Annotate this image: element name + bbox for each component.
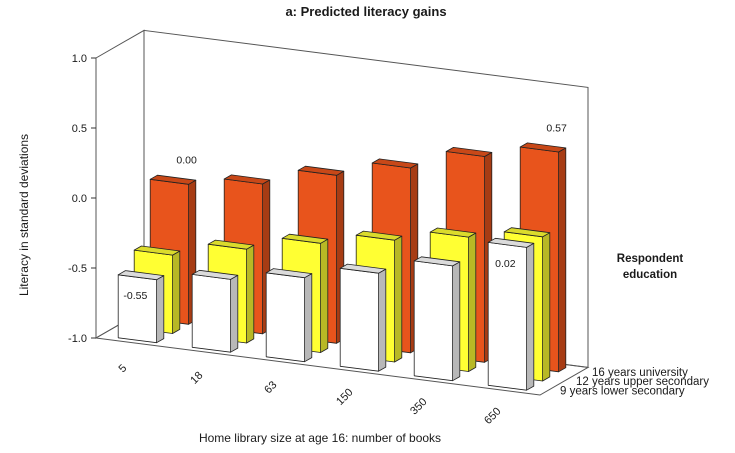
bar-side: [394, 235, 403, 363]
bar-side: [246, 244, 255, 344]
bar-side: [542, 232, 551, 382]
x-tick-label: 150: [334, 386, 355, 407]
bar: [487, 237, 535, 391]
data-label: 0.57: [546, 122, 567, 134]
bar-side: [526, 242, 535, 391]
chart-title: a: Predicted literacy gains: [285, 4, 446, 19]
data-label: 0.00: [176, 155, 197, 167]
bars-layer: 0.00 0.57 -0.55 0.02: [117, 122, 567, 391]
bar-side: [172, 250, 181, 334]
bar-top: [281, 233, 329, 244]
bar-top: [503, 227, 551, 238]
bar-side: [452, 261, 461, 382]
bar-top: [149, 174, 197, 185]
bar: [265, 268, 313, 363]
bar-top: [265, 268, 313, 279]
bar-top: [487, 237, 535, 248]
bar-side: [156, 275, 165, 344]
x-axis-title: Home library size at age 16: number of b…: [199, 431, 441, 445]
bar-side: [304, 273, 313, 363]
y-tick-label: -1.0: [68, 333, 87, 345]
bar-top: [117, 270, 165, 281]
y-axis-title: Literacy in standard deviations: [17, 134, 31, 296]
bar-side: [558, 147, 567, 373]
series-label: 16 years university: [592, 367, 688, 379]
bar-front: [265, 272, 306, 363]
bar-top: [133, 245, 181, 256]
bar-top: [445, 146, 493, 157]
bar-top: [429, 227, 477, 238]
bar-top: [297, 165, 345, 176]
bar-front: [413, 260, 454, 382]
bar-top: [223, 174, 271, 185]
data-label: -0.55: [123, 290, 147, 302]
bar-top: [207, 239, 255, 250]
y-axis: 1.0 0.5 0.0 -0.5 -1.0: [68, 53, 96, 345]
data-label: 0.02: [495, 258, 516, 270]
x-tick-label: 650: [482, 405, 503, 426]
bar: [413, 256, 461, 382]
bar-side: [320, 238, 329, 353]
bar-front: [117, 274, 158, 344]
bar-top: [413, 256, 461, 267]
series-label: 12 years upper secondary: [576, 376, 709, 388]
x-tick-label: 63: [262, 379, 279, 396]
bar-front: [191, 273, 232, 353]
bar-top: [371, 158, 419, 169]
y-tick-label: -0.5: [68, 263, 87, 275]
bar-side: [468, 232, 477, 372]
bar-top: [519, 142, 567, 153]
bar: [117, 270, 165, 344]
x-tick-label: 350: [408, 396, 429, 417]
bar-top: [355, 230, 403, 241]
bar-side: [230, 274, 239, 353]
bar-front: [339, 267, 380, 372]
bar-side: [378, 268, 387, 372]
legend-title: Respondent education: [617, 253, 684, 281]
x-tick-label: 5: [116, 362, 129, 375]
bar: [191, 269, 239, 353]
x-tick-label: 18: [188, 370, 205, 387]
bar: [339, 263, 387, 372]
y-tick-label: 0.5: [72, 123, 87, 135]
y-tick-label: 1.0: [72, 53, 87, 65]
bar-top: [339, 263, 387, 274]
y-tick-label: 0.0: [72, 193, 87, 205]
bar-top: [191, 269, 239, 280]
series-label: 9 years lower secondary: [560, 385, 685, 397]
